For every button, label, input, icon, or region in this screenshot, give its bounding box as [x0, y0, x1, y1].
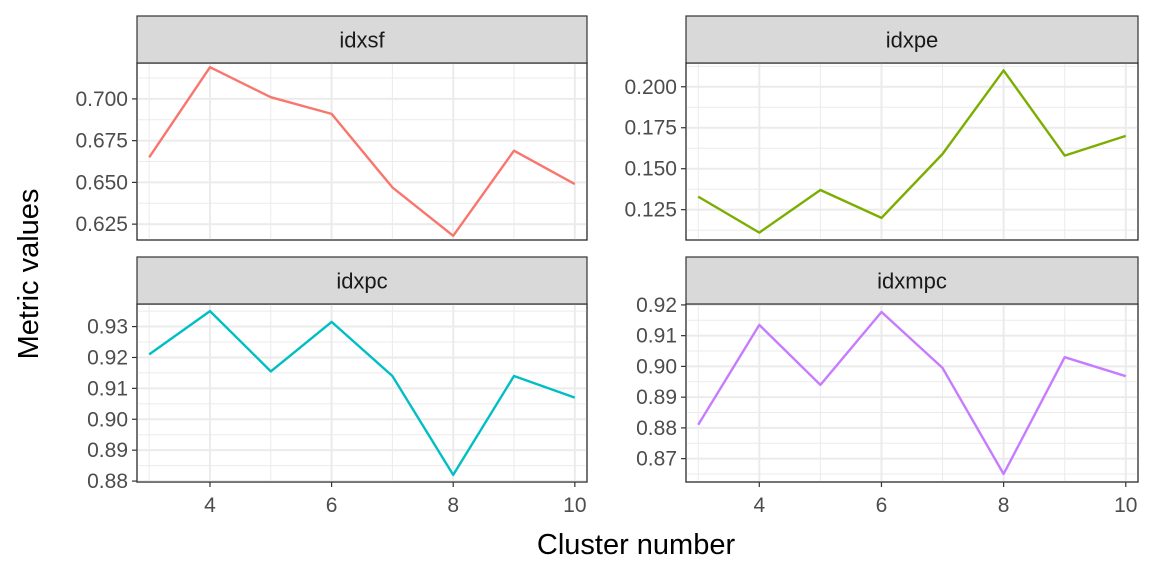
- x-tick-label: 6: [326, 494, 338, 517]
- y-tick-label: 0.88: [636, 417, 677, 440]
- y-tick-label: 0.675: [75, 130, 128, 153]
- y-tick-label: 0.125: [624, 199, 677, 222]
- panel-background: [136, 303, 588, 483]
- y-tick-label: 0.90: [636, 355, 677, 378]
- gridlines: [686, 303, 1138, 482]
- y-tick-label: 0.87: [636, 448, 677, 471]
- x-tick-label: 8: [447, 494, 459, 517]
- y-tick-label: 0.93: [87, 316, 128, 339]
- facet-strip-label: idxpc: [336, 269, 387, 294]
- facet-panel-idxsf: 0.625 0.650 0.675 0.700 idxsf: [75, 15, 588, 241]
- x-tick-label: 8: [998, 494, 1010, 517]
- series-line-idxpe: [697, 69, 1127, 234]
- y-tick-label: 0.150: [624, 158, 677, 181]
- facet-strip-label: idxpe: [886, 28, 939, 53]
- facet-panel-idxpc: 0.88 0.89 0.90 0.91 0.92 0.93 idxpc 4 6 8 10: [87, 256, 588, 517]
- y-tick-label: 0.92: [636, 294, 677, 317]
- series-line-idxpc: [148, 309, 576, 477]
- y-tick-label: 0.89: [87, 439, 128, 462]
- x-tick-label: 4: [204, 494, 216, 517]
- x-tick-label: 10: [563, 494, 586, 517]
- y-tick-label: 0.700: [75, 88, 128, 111]
- series-line-idxsf: [148, 65, 576, 238]
- facet-strip-label: idxsf: [339, 28, 385, 53]
- x-tick-label: 6: [876, 494, 888, 517]
- facet-strip: [136, 15, 588, 64]
- x-axis-title: Cluster number: [537, 529, 736, 561]
- facet-panel-idxpe: 0.125 0.150 0.175 0.200 idxpe: [624, 15, 1139, 241]
- y-tick-label: 0.175: [624, 117, 677, 140]
- gridlines: [686, 63, 1138, 240]
- y-tick-label: 0.92: [87, 346, 128, 369]
- facet-strip: [136, 256, 588, 305]
- y-tick-label: 0.88: [87, 470, 128, 493]
- facet-panels: 0.625 0.650 0.675 0.700 idxsf 0.125 0.150 0.175…: [75, 15, 1139, 517]
- series-line-idxmpc: [697, 310, 1127, 476]
- panel-background: [685, 62, 1139, 241]
- facet-strip: [685, 15, 1139, 64]
- facet-strip: [685, 256, 1139, 305]
- y-tick-label: 0.625: [75, 213, 128, 236]
- gridlines: [137, 63, 587, 240]
- y-tick-label: 0.200: [624, 76, 677, 99]
- facet-panel-idxmpc: 0.87 0.88 0.89 0.90 0.91 0.92 idxmpc 4 6 8 10: [636, 256, 1139, 517]
- y-tick-label: 0.89: [636, 386, 677, 409]
- facet-strip-label: idxmpc: [877, 269, 947, 294]
- y-tick-label: 0.90: [87, 408, 128, 431]
- gridlines: [137, 304, 587, 483]
- panel-background: [685, 303, 1139, 483]
- y-tick-label: 0.650: [75, 171, 128, 194]
- y-tick-label: 0.91: [636, 325, 677, 348]
- x-tick-label: 4: [753, 494, 765, 517]
- y-axis-title: Metric values: [13, 189, 45, 360]
- x-tick-label: 10: [1114, 494, 1137, 517]
- y-tick-label: 0.91: [87, 377, 128, 400]
